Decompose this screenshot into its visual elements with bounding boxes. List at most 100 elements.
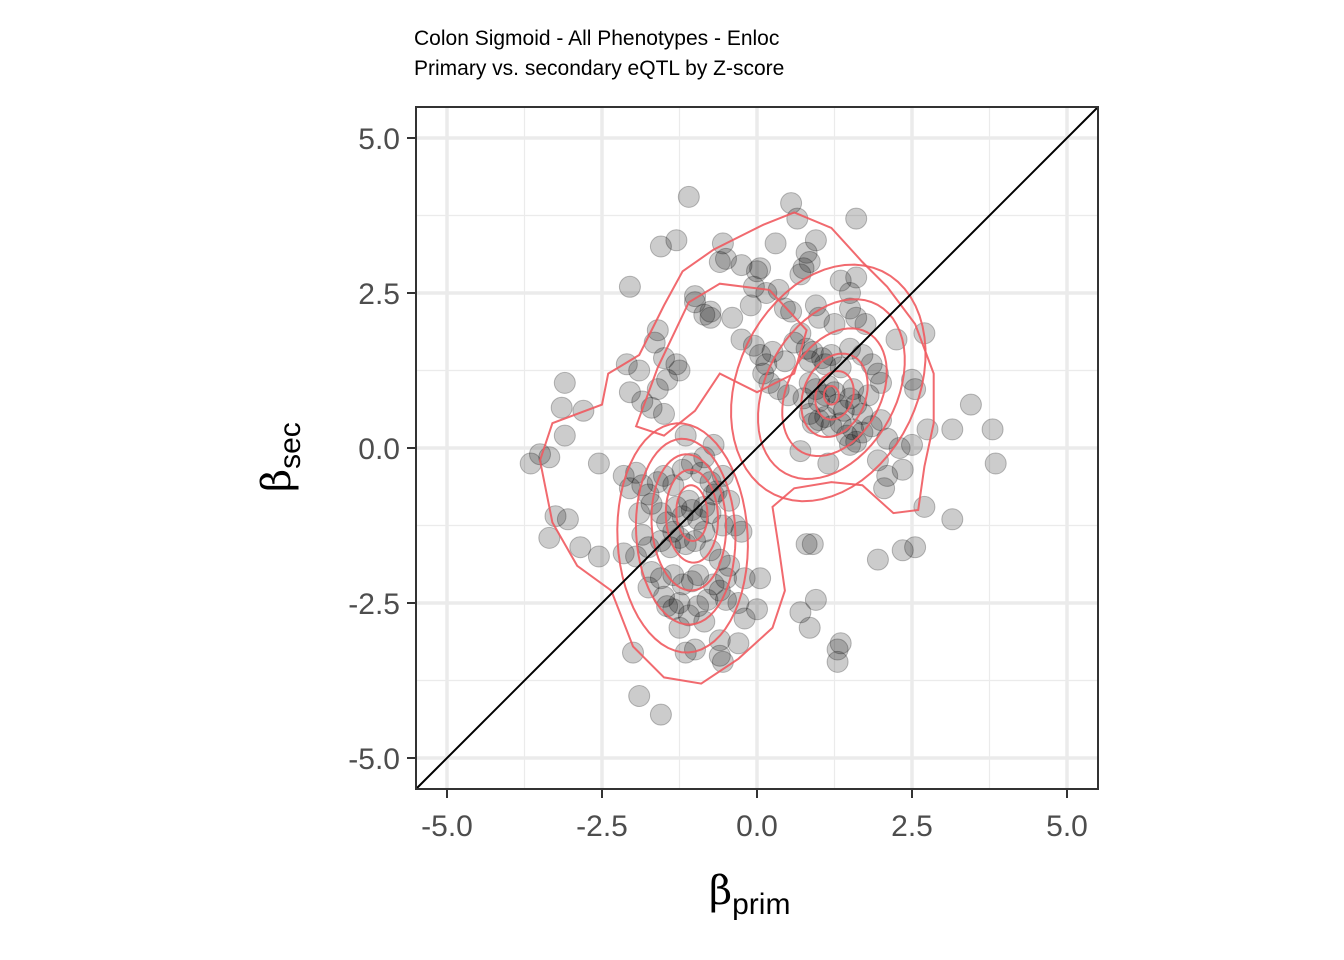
data-point [860, 415, 883, 438]
data-point [674, 533, 697, 556]
data-point [749, 257, 772, 280]
y-axis-subscript: sec [274, 422, 307, 469]
data-point [687, 508, 710, 531]
data-point [804, 588, 827, 611]
x-tick-label: 0.0 [736, 810, 778, 843]
data-point [773, 350, 796, 373]
data-point [708, 629, 731, 652]
density-contour [814, 369, 855, 421]
data-point [959, 393, 982, 416]
data-point [693, 303, 716, 326]
x-axis: -5.0 -2.5 0.0 2.5 5.0 [421, 789, 1088, 843]
data-point [786, 207, 809, 230]
density-contour [800, 352, 869, 439]
data-point [665, 353, 688, 376]
density-contour [634, 437, 737, 626]
data-point [680, 499, 703, 521]
data-point [826, 638, 849, 661]
data-point [696, 588, 719, 611]
data-point [814, 406, 837, 428]
data-point [628, 685, 651, 707]
data-point [795, 337, 818, 360]
data-point [873, 477, 896, 500]
data-point [662, 474, 685, 497]
x-axis-label: βprim [709, 868, 790, 921]
data-point [684, 638, 706, 661]
data-point [839, 282, 861, 304]
x-axis-symbol: β [709, 868, 732, 914]
data-point [699, 306, 722, 329]
chart-title: Colon Sigmoid - All Phenotypes - Enloc [414, 27, 779, 50]
data-point [801, 533, 824, 556]
data-point [643, 331, 666, 354]
y-tick-label: 0.0 [358, 433, 400, 466]
data-point [668, 616, 691, 639]
data-point [538, 526, 561, 549]
y-axis-symbol: β [254, 469, 300, 492]
data-point [649, 703, 672, 726]
data-point [826, 393, 849, 416]
data-point [798, 616, 821, 639]
density-contours [538, 211, 935, 685]
data-point [553, 424, 576, 447]
data-point [618, 381, 641, 404]
x-tick-label: -2.5 [576, 810, 628, 843]
data-point [795, 533, 818, 556]
x-tick-label: -5.0 [421, 810, 473, 843]
data-point [749, 344, 772, 366]
x-tick-label: 2.5 [891, 810, 933, 843]
data-point [727, 632, 750, 655]
density-contour [730, 263, 927, 503]
data-points [519, 185, 1007, 726]
data-point [901, 433, 923, 456]
y-tick-label: 2.5 [358, 278, 400, 311]
y-tick-label: -5.0 [348, 743, 400, 776]
data-point [842, 418, 865, 441]
data-point [730, 254, 753, 277]
data-point [622, 641, 644, 664]
data-point [708, 644, 731, 667]
data-point [814, 353, 837, 376]
data-point [801, 340, 824, 363]
data-point [733, 607, 756, 630]
data-point [556, 508, 579, 531]
data-point [829, 632, 852, 655]
density-contour [781, 327, 888, 458]
data-point [587, 545, 610, 568]
data-point [891, 458, 914, 481]
data-point [628, 359, 651, 382]
data-point [866, 449, 889, 472]
data-point [684, 291, 706, 314]
data-point [817, 452, 840, 475]
y-tick-label: 5.0 [358, 123, 400, 156]
data-point [631, 474, 654, 497]
data-point [687, 564, 710, 587]
x-axis-subscript: prim [732, 888, 790, 921]
density-contour [616, 422, 749, 654]
density-contour [757, 298, 906, 481]
data-point [649, 235, 672, 258]
grid-lines [416, 107, 1098, 789]
density-contour [675, 484, 709, 543]
data-point [721, 306, 744, 329]
data-point [668, 592, 691, 614]
data-point [665, 229, 688, 252]
x-tick-label: 5.0 [1046, 810, 1088, 843]
data-point [687, 595, 710, 618]
data-point [866, 362, 889, 385]
data-point [674, 424, 697, 447]
data-point [832, 399, 855, 422]
data-point [708, 579, 731, 602]
chart-subtitle: Primary vs. secondary eQTL by Z-score [414, 57, 784, 80]
y-axis-label: βsec [254, 422, 307, 492]
data-point [767, 278, 790, 301]
data-point [789, 263, 812, 286]
data-point [653, 402, 675, 425]
density-contour [634, 282, 808, 437]
data-point [680, 570, 703, 593]
data-point [668, 359, 691, 382]
data-point [618, 275, 641, 298]
data-point [746, 260, 768, 283]
data-point [839, 387, 861, 410]
